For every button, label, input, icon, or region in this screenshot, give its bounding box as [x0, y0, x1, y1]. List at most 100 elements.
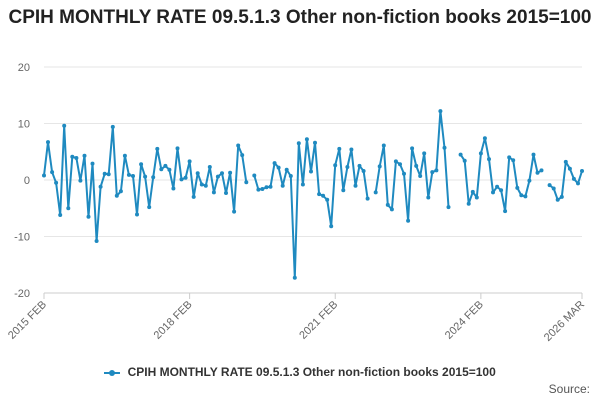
- data-point[interactable]: [151, 175, 156, 180]
- data-point[interactable]: [567, 166, 572, 171]
- data-point[interactable]: [551, 186, 556, 191]
- data-point[interactable]: [296, 141, 301, 146]
- data-point[interactable]: [139, 162, 144, 167]
- data-point[interactable]: [434, 168, 439, 173]
- data-point[interactable]: [321, 193, 326, 198]
- data-point[interactable]: [280, 183, 285, 188]
- data-point[interactable]: [559, 194, 564, 199]
- data-point[interactable]: [118, 189, 123, 194]
- data-point[interactable]: [42, 173, 46, 178]
- data-point[interactable]: [414, 163, 419, 168]
- data-point[interactable]: [54, 180, 59, 185]
- data-point[interactable]: [94, 239, 99, 243]
- data-point[interactable]: [143, 174, 148, 179]
- data-point[interactable]: [503, 209, 508, 214]
- data-point[interactable]: [325, 197, 330, 202]
- data-point[interactable]: [195, 171, 200, 176]
- data-point[interactable]: [406, 218, 411, 223]
- data-point[interactable]: [300, 182, 305, 187]
- data-point[interactable]: [466, 201, 471, 206]
- data-point[interactable]: [187, 159, 192, 164]
- data-point[interactable]: [410, 146, 415, 151]
- data-point[interactable]: [244, 180, 249, 185]
- data-point[interactable]: [398, 162, 402, 167]
- data-point[interactable]: [535, 170, 540, 175]
- data-point[interactable]: [240, 153, 245, 158]
- legend[interactable]: CPIH MONTHLY RATE 09.5.1.3 Other non-fic…: [0, 365, 600, 379]
- data-point[interactable]: [333, 163, 338, 168]
- data-point[interactable]: [576, 181, 580, 186]
- data-point[interactable]: [224, 191, 228, 195]
- data-point[interactable]: [478, 151, 483, 156]
- data-point[interactable]: [183, 175, 188, 180]
- data-point[interactable]: [276, 165, 281, 170]
- data-point[interactable]: [260, 187, 265, 191]
- data-point[interactable]: [90, 161, 95, 166]
- data-point[interactable]: [353, 183, 358, 188]
- data-point[interactable]: [62, 123, 67, 128]
- data-point[interactable]: [122, 153, 127, 158]
- data-point[interactable]: [519, 193, 524, 198]
- data-point[interactable]: [135, 212, 139, 217]
- data-point[interactable]: [159, 167, 164, 172]
- data-point[interactable]: [531, 152, 536, 157]
- data-point[interactable]: [232, 209, 237, 214]
- data-point[interactable]: [571, 176, 576, 181]
- data-point[interactable]: [313, 140, 317, 145]
- data-point[interactable]: [349, 147, 354, 152]
- data-point[interactable]: [487, 157, 491, 162]
- data-point[interactable]: [341, 188, 346, 193]
- data-point[interactable]: [458, 152, 463, 157]
- data-point[interactable]: [499, 188, 504, 193]
- data-point[interactable]: [304, 137, 309, 142]
- data-point[interactable]: [191, 194, 196, 199]
- data-point[interactable]: [527, 178, 532, 183]
- data-point[interactable]: [377, 164, 382, 169]
- data-point[interactable]: [507, 155, 512, 160]
- data-point[interactable]: [357, 163, 362, 168]
- data-point[interactable]: [236, 143, 241, 148]
- data-point[interactable]: [317, 192, 322, 197]
- data-point[interactable]: [207, 165, 212, 169]
- data-point[interactable]: [442, 145, 447, 150]
- data-point[interactable]: [555, 197, 560, 202]
- data-point[interactable]: [268, 184, 273, 189]
- data-point[interactable]: [381, 143, 386, 148]
- data-point[interactable]: [361, 169, 366, 173]
- data-point[interactable]: [474, 195, 479, 200]
- data-point[interactable]: [102, 171, 107, 176]
- data-point[interactable]: [329, 224, 334, 229]
- data-point[interactable]: [470, 189, 475, 194]
- data-point[interactable]: [86, 214, 91, 219]
- data-point[interactable]: [175, 146, 180, 151]
- data-point[interactable]: [228, 170, 233, 175]
- data-point[interactable]: [563, 159, 568, 164]
- data-point[interactable]: [131, 174, 135, 178]
- data-point[interactable]: [418, 174, 423, 178]
- data-point[interactable]: [163, 163, 168, 168]
- data-point[interactable]: [426, 195, 431, 200]
- data-point[interactable]: [365, 196, 370, 201]
- data-point[interactable]: [58, 213, 63, 217]
- data-point[interactable]: [211, 190, 216, 195]
- data-point[interactable]: [491, 190, 495, 195]
- data-point[interactable]: [74, 156, 79, 160]
- data-point[interactable]: [179, 177, 184, 182]
- data-point[interactable]: [393, 159, 398, 164]
- data-point[interactable]: [70, 154, 75, 159]
- data-point[interactable]: [167, 167, 172, 172]
- data-point[interactable]: [430, 170, 435, 175]
- data-point[interactable]: [337, 146, 342, 151]
- data-point[interactable]: [523, 194, 528, 199]
- data-point[interactable]: [256, 187, 261, 192]
- data-point[interactable]: [126, 172, 131, 177]
- data-point[interactable]: [389, 207, 394, 212]
- data-point[interactable]: [264, 185, 269, 190]
- data-point[interactable]: [511, 158, 516, 163]
- data-point[interactable]: [446, 205, 451, 210]
- data-point[interactable]: [284, 167, 289, 172]
- data-point[interactable]: [345, 165, 350, 169]
- data-point[interactable]: [155, 146, 160, 151]
- data-point[interactable]: [66, 206, 71, 211]
- data-point[interactable]: [50, 170, 55, 175]
